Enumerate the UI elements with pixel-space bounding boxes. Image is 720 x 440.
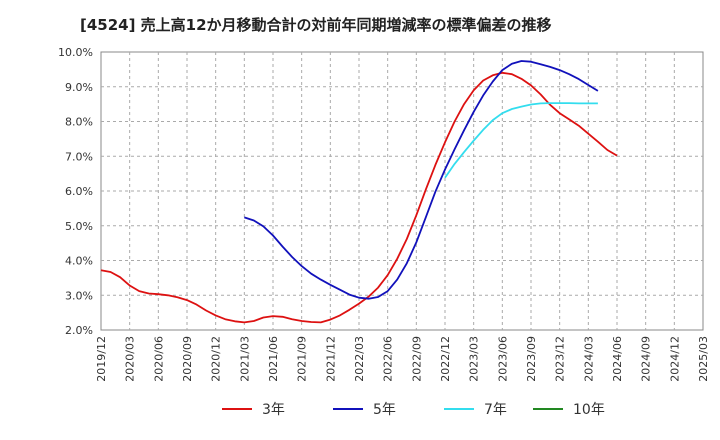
- y-tick-label: 8.0%: [65, 116, 93, 129]
- legend-label: 3年: [262, 402, 285, 418]
- x-tick-label: 2022/09: [410, 336, 423, 382]
- legend-label: 5年: [373, 402, 396, 418]
- series-lines: [100, 60, 618, 324]
- x-tick-label: 2024/12: [668, 336, 681, 382]
- series-line: [100, 71, 618, 324]
- x-tick-label: 2020/09: [181, 336, 194, 382]
- x-tick-label: 2025/03: [697, 336, 710, 382]
- y-axis-ticks: 2.0% 3.0% 4.0% 5.0% 6.0% 7.0% 8.0% 9.0% 10.0%: [58, 46, 93, 337]
- x-tick-label: 2020/12: [210, 336, 223, 382]
- x-tick-label: 2023/03: [468, 336, 481, 382]
- x-tick-label: 2024/06: [611, 336, 624, 382]
- x-tick-label: 2021/03: [238, 336, 251, 382]
- chart-title: [4524] 売上高12か月移動合計の対前年同期増減率の標準偏差の推移: [80, 16, 552, 34]
- x-tick-label: 2021/12: [324, 336, 337, 382]
- x-tick-label: 2022/06: [382, 336, 395, 382]
- x-tick-label: 2024/09: [640, 336, 653, 382]
- x-tick-label: 2020/03: [124, 336, 137, 382]
- x-tick-label: 2021/06: [267, 336, 280, 382]
- y-tick-label: 6.0%: [65, 185, 93, 198]
- grid: [100, 51, 704, 331]
- x-tick-label: 2023/12: [554, 336, 567, 382]
- y-tick-label: 2.0%: [65, 324, 93, 337]
- y-tick-label: 9.0%: [65, 81, 93, 94]
- series-line: [444, 102, 598, 179]
- x-tick-label: 2021/09: [296, 336, 309, 382]
- y-tick-label: 5.0%: [65, 220, 93, 233]
- x-tick-label: 2022/03: [353, 336, 366, 382]
- y-tick-label: 10.0%: [58, 46, 93, 59]
- x-tick-label: 2020/06: [152, 336, 165, 382]
- legend: 3年 5年 7年 10年: [222, 402, 605, 418]
- y-tick-label: 3.0%: [65, 289, 93, 302]
- x-tick-label: 2024/03: [582, 336, 595, 382]
- y-tick-label: 4.0%: [65, 255, 93, 268]
- series-line: [244, 60, 599, 300]
- x-tick-label: 2022/12: [439, 336, 452, 382]
- x-tick-label: 2023/09: [525, 336, 538, 382]
- legend-label: 10年: [573, 402, 605, 418]
- y-tick-label: 7.0%: [65, 150, 93, 163]
- legend-label: 7年: [484, 402, 507, 418]
- x-tick-label: 2023/06: [496, 336, 509, 382]
- x-tick-label: 2019/12: [95, 336, 108, 382]
- x-axis-ticks: 2019/12 2020/03 2020/06 2020/09 2020/12 2021/…: [95, 336, 710, 382]
